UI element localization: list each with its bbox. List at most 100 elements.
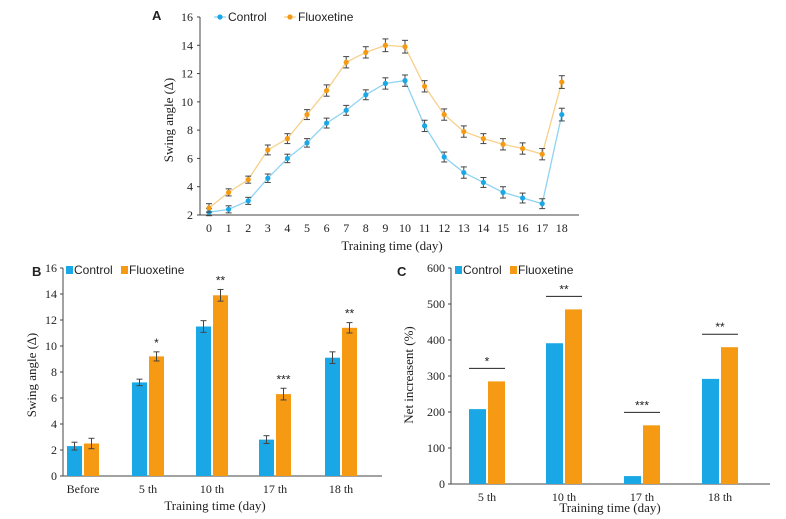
panel-b: B Control Fluoxetine Swing angle (∆) Trai…: [24, 261, 382, 513]
panel-a-y-axis-title: Swing angle (∆): [161, 78, 176, 163]
panel-c-bar-fluoxetine: [721, 347, 738, 484]
panel-a-data-point: [226, 189, 232, 195]
panel-c-y-tick-label: 400: [427, 333, 445, 347]
panel-a-data-point: [402, 44, 408, 50]
panel-c-letter: C: [397, 264, 407, 279]
panel-a-y-tick-label: 2: [187, 208, 193, 222]
panel-b-bar-control: [132, 382, 147, 476]
panel-c-x-tick-label: 17 th: [630, 490, 654, 504]
panel-a-x-tick-label: 0: [206, 221, 212, 235]
panel-a-x-tick-label: 10: [399, 221, 411, 235]
panel-b-x-tick-label: 10 th: [200, 482, 224, 496]
panel-a-x-tick-label: 14: [477, 221, 489, 235]
panel-b-legend: Control Fluoxetine: [66, 263, 185, 277]
panel-b-y-tick-label: 6: [51, 391, 57, 405]
panel-a-x-tick-label: 15: [497, 221, 509, 235]
panel-a-data-point: [304, 140, 310, 146]
panel-a-data-point: [480, 179, 486, 186]
panel-a-series-line-fluoxetine: [208, 44, 563, 209]
panel-c-bar-control: [702, 378, 719, 484]
panel-c-y-tick-label: 200: [427, 405, 445, 419]
panel-c-bar-fluoxetine: [565, 309, 582, 484]
panel-c-legend-label: Fluoxetine: [518, 263, 574, 277]
panel-a-x-tick-label: 9: [382, 221, 388, 235]
panel-b-x-tick-label: 5 th: [139, 482, 157, 496]
panel-b-bar-fluoxetine: [276, 394, 291, 476]
panel-a-y-tick-label: 4: [187, 180, 193, 194]
panel-c-y-tick-label: 300: [427, 369, 445, 383]
panel-a-data-point: [559, 79, 565, 85]
panel-a-data-point: [206, 205, 212, 211]
panel-a-data-point: [245, 198, 251, 204]
panel-a-data-point: [363, 92, 369, 98]
panel-a-legend-marker: [287, 14, 293, 20]
panel-a-data-point: [480, 136, 486, 142]
panel-a-data-point: [500, 141, 506, 147]
panel-b-legend-label: Fluoxetine: [129, 263, 185, 277]
panel-b-y-tick-label: 2: [51, 443, 57, 457]
panel-c-y-tick-label: 600: [427, 261, 445, 275]
panel-c-bar-control: [624, 476, 641, 484]
panel-a-data-point: [539, 201, 545, 207]
panel-b-y-tick-label: 0: [51, 469, 57, 483]
panel-a-legend: Control Fluoxetine: [214, 10, 354, 24]
panel-a-x-tick-label: 16: [517, 221, 529, 235]
panel-b-y-tick-label: 14: [45, 287, 57, 301]
panel-a-data-point: [324, 120, 330, 126]
panel-b-x-axis-title: Training time (day): [164, 498, 265, 513]
panel-c-legend-swatch-control: [455, 266, 462, 274]
panel-a-data-point: [343, 107, 349, 113]
panel-b-x-tick-label: 18 th: [329, 482, 353, 496]
panel-b-bar-control: [259, 439, 274, 476]
panel-b-bar-fluoxetine: [213, 295, 228, 476]
panel-a-y-tick-label: 8: [187, 123, 193, 137]
panel-b-x-tick-label: 17 th: [263, 482, 287, 496]
panel-a-x-tick-label: 4: [284, 221, 290, 235]
panel-c-significance-label: **: [559, 282, 569, 296]
panel-a-data-point: [226, 206, 232, 212]
panel-c: C Control Fluoxetine Net increasent (%) T…: [397, 261, 770, 515]
panel-a-data-point: [265, 147, 271, 153]
panel-c-bar-fluoxetine: [643, 425, 660, 484]
panel-a-y-tick-label: 12: [181, 67, 193, 81]
panel-a-data-point: [382, 80, 388, 87]
panel-c-legend: Control Fluoxetine: [455, 263, 574, 277]
panel-a-data-point: [422, 83, 428, 89]
panel-b-letter: B: [32, 264, 41, 279]
panel-a-x-tick-label: 3: [265, 221, 271, 235]
panel-c-y-tick-label: 100: [427, 441, 445, 455]
panel-b-x-tick-label: Before: [67, 482, 100, 496]
panel-a-x-tick-label: 5: [304, 221, 310, 235]
panel-c-x-tick-label: 10 th: [552, 490, 576, 504]
panel-a-data-point: [520, 195, 526, 201]
panel-a-data-point: [422, 123, 428, 129]
panel-a-data-point: [441, 154, 447, 160]
panel-b-bar-control: [196, 326, 211, 476]
panel-a-x-tick-label: 11: [419, 221, 431, 235]
panel-b-bar-control: [67, 446, 82, 476]
panel-c-x-tick-label: 5 th: [478, 490, 496, 504]
panel-c-y-axis-title: Net increasent (%): [401, 326, 416, 423]
panel-c-legend-swatch-fluoxetine: [510, 266, 517, 274]
panel-a-x-tick-label: 13: [458, 221, 470, 235]
panel-c-x-tick-label: 18 th: [708, 490, 732, 504]
panel-a-series-line-control: [208, 79, 563, 213]
panel-c-bar-control: [546, 343, 563, 484]
panel-a-data-point: [304, 111, 310, 118]
panel-a-x-tick-label: 8: [363, 221, 369, 235]
panel-a-data-point: [265, 175, 271, 181]
panel-a-data-point: [539, 151, 545, 157]
panel-a-y-tick-label: 6: [187, 151, 193, 165]
panel-a-y-tick-label: 10: [181, 95, 193, 109]
panel-b-bar-fluoxetine: [149, 356, 164, 476]
panel-b-y-axis-title: Swing angle (∆): [24, 333, 39, 418]
panel-c-bar-control: [469, 409, 486, 484]
panel-b-bar-fluoxetine: [84, 443, 99, 476]
panel-a-data-point: [324, 87, 330, 94]
panel-c-bar-fluoxetine: [488, 381, 505, 484]
panel-c-significance-label: **: [715, 320, 725, 334]
panel-a-x-tick-label: 18: [556, 221, 568, 235]
panel-a-data-point: [245, 177, 251, 183]
panel-c-significance-label: ***: [635, 398, 649, 412]
